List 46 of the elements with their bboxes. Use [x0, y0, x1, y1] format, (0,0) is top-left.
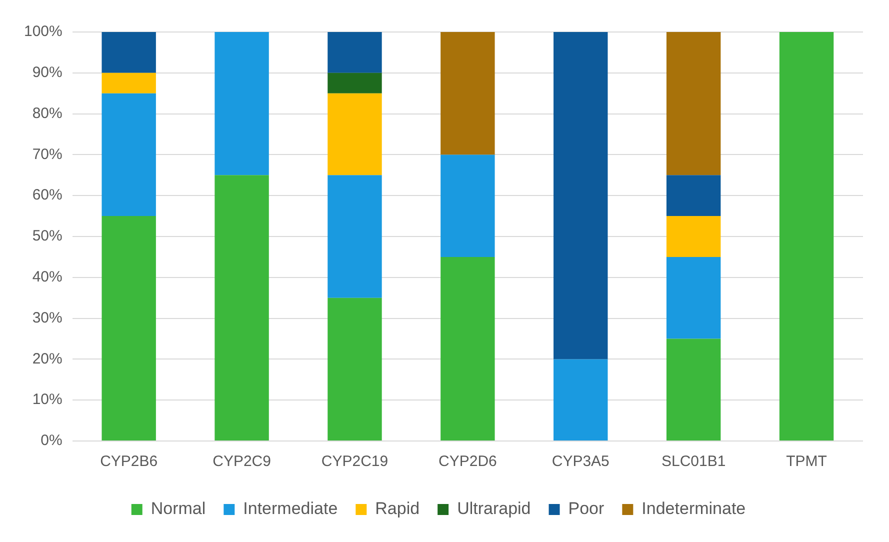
x-tick-label: CYP2C19: [321, 453, 388, 470]
y-tick-label: 80%: [32, 104, 62, 122]
bar: [102, 216, 156, 440]
bar: [666, 175, 721, 216]
bar: [554, 32, 608, 360]
bar: [779, 32, 834, 440]
y-tick-label: 10%: [32, 391, 62, 408]
bar: [666, 256, 721, 339]
bar: [666, 338, 721, 440]
bar: [214, 175, 269, 440]
legend-label: Normal: [150, 499, 206, 518]
x-tick-label: CYP2D6: [438, 453, 497, 470]
bar: [328, 298, 382, 440]
y-tick-label: 70%: [32, 146, 62, 163]
y-tick-label: 90%: [32, 64, 62, 82]
bar: [440, 32, 495, 155]
bar: [102, 32, 156, 73]
legend-label: Poor: [568, 499, 605, 518]
y-tick-label: 20%: [32, 350, 62, 368]
y-tick-label: 50%: [32, 228, 62, 245]
bar: [102, 72, 156, 94]
legend-label: Indeterminate: [642, 499, 746, 518]
y-tick-label: 0%: [40, 432, 62, 450]
y-tick-label: 60%: [32, 186, 62, 204]
legend-label: Intermediate: [243, 499, 338, 518]
x-tick-label: CYP3A5: [552, 453, 610, 470]
bar: [440, 154, 495, 257]
bar: [554, 359, 608, 440]
bar: [328, 93, 382, 176]
x-tick-label: SLC01B1: [661, 453, 726, 470]
legend-label: Ultrarapid: [457, 499, 531, 518]
y-tick-label: 100%: [24, 23, 62, 40]
bar: [102, 93, 156, 216]
y-tick-label: 40%: [32, 268, 62, 286]
bar: [328, 175, 382, 298]
bar: [666, 32, 721, 176]
x-tick-label: CYP2C9: [212, 453, 271, 470]
legend-label: Rapid: [375, 499, 420, 518]
x-tick-label: CYP2B6: [100, 453, 158, 470]
bar: [440, 256, 495, 440]
bar: [666, 216, 721, 257]
bar: [214, 32, 269, 176]
x-tick-label: TPMT: [786, 453, 827, 470]
bar: [328, 72, 382, 94]
bar: [328, 32, 382, 73]
y-tick-label: 30%: [32, 309, 62, 326]
